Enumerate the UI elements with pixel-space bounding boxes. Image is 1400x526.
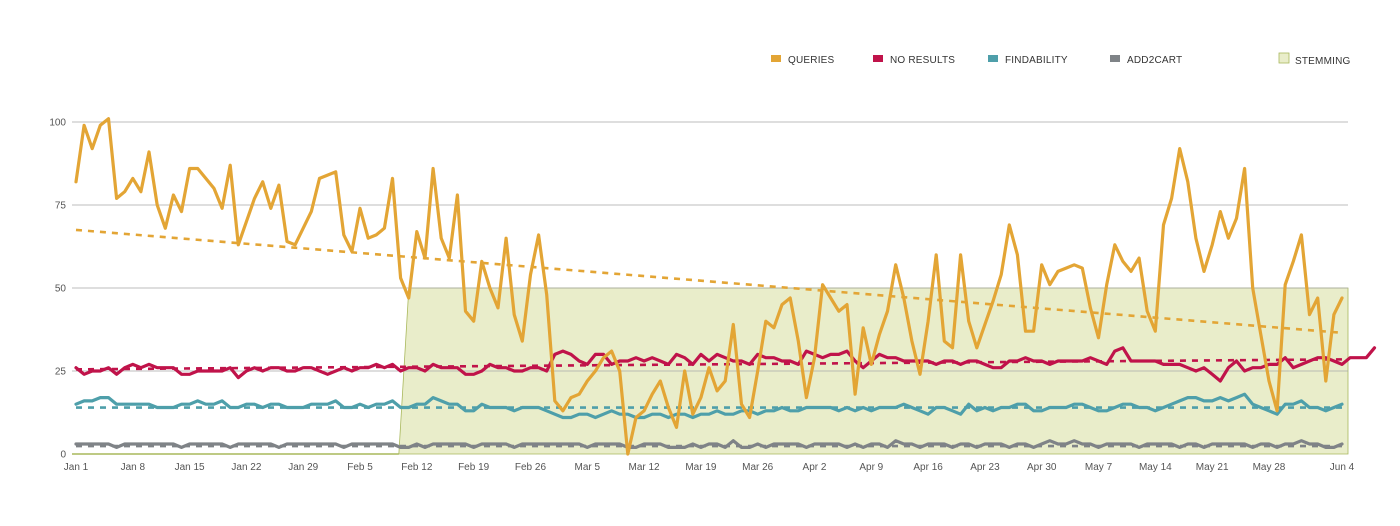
x-tick-label: Mar 19 bbox=[685, 462, 717, 473]
y-tick-label: 0 bbox=[60, 450, 66, 461]
x-tick-label: Feb 5 bbox=[347, 462, 373, 473]
x-tick-label: Jan 29 bbox=[288, 462, 318, 473]
series-lines-layer bbox=[74, 117, 1377, 456]
x-tick-label: Apr 30 bbox=[1027, 462, 1057, 473]
x-tick-label: Mar 12 bbox=[629, 462, 661, 473]
x-tick-label: Apr 9 bbox=[859, 462, 883, 473]
x-tick-label: Feb 19 bbox=[458, 462, 490, 473]
x-tick-label: Apr 23 bbox=[970, 462, 1000, 473]
y-tick-label: 25 bbox=[55, 367, 67, 378]
x-tick-label: Jan 1 bbox=[64, 462, 89, 473]
no-results-series-line bbox=[74, 346, 1377, 383]
y-tick-label: 75 bbox=[55, 201, 67, 212]
x-tick-label: Feb 12 bbox=[401, 462, 433, 473]
x-tick-label: May 7 bbox=[1085, 462, 1113, 473]
x-tick-label: May 28 bbox=[1253, 462, 1286, 473]
findability-series-line bbox=[74, 392, 1344, 420]
y-tick-label: 50 bbox=[55, 284, 67, 295]
stemming-legend-label: STEMMING bbox=[1295, 56, 1351, 67]
x-tick-label: Jan 8 bbox=[121, 462, 146, 473]
stemming-legend-swatch bbox=[1278, 52, 1290, 64]
x-axis-ticks: Jan 1 Jan 8 Jan 15 Jan 22 Jan 29 Feb 5 Feb 12 F… bbox=[64, 462, 1355, 473]
no-results-legend-swatch bbox=[873, 55, 883, 62]
x-tick-label: Jan 22 bbox=[231, 462, 261, 473]
add2cart-series-line bbox=[74, 439, 1344, 449]
y-axis-ticks: 0 25 50 75 100 bbox=[49, 118, 66, 461]
x-tick-label: Mar 26 bbox=[742, 462, 774, 473]
queries-series-line bbox=[74, 117, 1344, 456]
x-tick-label: Mar 5 bbox=[574, 462, 600, 473]
findability-legend-swatch bbox=[988, 55, 998, 62]
x-tick-label: Jun 4 bbox=[1330, 462, 1355, 473]
x-tick-label: Jan 15 bbox=[175, 462, 205, 473]
x-tick-label: Apr 2 bbox=[803, 462, 827, 473]
queries-legend-label: QUERIES bbox=[788, 55, 835, 66]
y-tick-label: 100 bbox=[49, 118, 66, 129]
x-tick-label: May 21 bbox=[1196, 462, 1229, 473]
add2cart-legend-swatch bbox=[1110, 55, 1120, 62]
queries-legend-swatch bbox=[771, 55, 781, 62]
queries-trend-line bbox=[75, 228, 1343, 335]
x-tick-label: Apr 16 bbox=[913, 462, 943, 473]
x-tick-label: Feb 26 bbox=[515, 462, 547, 473]
no-results-legend-label: NO RESULTS bbox=[890, 55, 955, 66]
findability-legend-label: FINDABILITY bbox=[1005, 55, 1068, 66]
legend: QUERIES NO RESULTS FINDABILITY ADD2CART STEM… bbox=[771, 52, 1351, 67]
add2cart-legend-label: ADD2CART bbox=[1127, 55, 1182, 66]
trend-lines-layer bbox=[75, 228, 1343, 448]
x-tick-label: May 14 bbox=[1139, 462, 1172, 473]
